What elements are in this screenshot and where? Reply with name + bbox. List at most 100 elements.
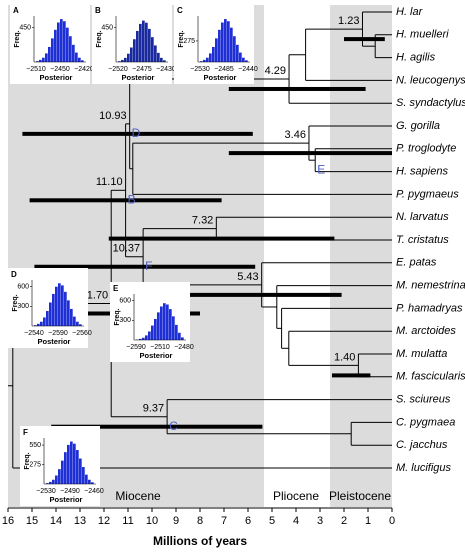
inset-x-tick-label: −2560 (72, 330, 92, 337)
histogram-bar (72, 45, 75, 62)
node-letter: D (132, 126, 141, 140)
histogram-bar (151, 37, 154, 62)
inset-y-tick-label: 300 (119, 317, 131, 324)
confidence-bar (109, 237, 335, 241)
histogram-bar (163, 303, 166, 340)
inset-y-tick-label: 275 (29, 461, 41, 468)
histogram-bar (233, 36, 236, 62)
histogram-bar (61, 461, 64, 484)
taxon-label: N. leucogenys (396, 74, 465, 86)
histogram-bar (52, 480, 55, 484)
inset-x-tick-label: −2510 (26, 66, 46, 73)
taxon-label: S. sciureus (396, 394, 451, 406)
confidence-bar (332, 373, 370, 377)
axis-tick-label: 15 (26, 515, 38, 527)
histogram-bar (61, 285, 64, 326)
inset-y-tick-label: 450 (19, 24, 31, 31)
histogram-bar (64, 452, 67, 484)
inset-x-tick-label: −2520 (108, 66, 128, 73)
node-age: 3.46 (285, 129, 306, 141)
inset-x-tick-label: −2475 (132, 66, 152, 73)
histogram-bar (169, 309, 172, 340)
inset-x-tick-label: −2590 (48, 330, 68, 337)
taxon-label: P. hamadryas (396, 302, 463, 314)
histogram-bar (212, 47, 215, 62)
histogram-bar (224, 19, 227, 62)
taxon-label: G. gorilla (396, 120, 440, 132)
taxon-label: T. cristatus (396, 234, 449, 246)
node-letter: E (317, 162, 325, 176)
histogram-bar (67, 300, 70, 326)
inset-x-label: Posterior (38, 337, 71, 346)
inset-x-label: Posterior (122, 73, 155, 82)
histogram-bar (209, 53, 212, 62)
histogram-bar (52, 294, 55, 326)
taxon-label: C. jacchus (396, 439, 448, 451)
node-age: 1.40 (334, 351, 355, 363)
histogram-bar (178, 333, 181, 340)
axis-tick-label: 3 (317, 515, 323, 527)
histogram-bar (218, 30, 221, 62)
axis-tick-label: 11 (122, 515, 133, 527)
inset-letter: A (13, 6, 19, 15)
axis-tick-label: 13 (74, 515, 86, 527)
histogram-bar (58, 469, 61, 484)
epoch-label: Pleistocene (329, 489, 391, 503)
axis-tick-label: 9 (173, 515, 179, 527)
taxon-label: C. pygmaea (396, 416, 455, 428)
taxon-label: H. sapiens (396, 166, 448, 178)
histogram-bar (236, 45, 239, 62)
histogram-bar (157, 312, 160, 340)
histogram-bar (49, 482, 52, 484)
inset-x-label: Posterior (140, 351, 173, 360)
axis-tick-label: 16 (2, 515, 14, 527)
node-letter: B (128, 192, 136, 206)
histogram-bar (40, 322, 43, 326)
node-letter: C (169, 419, 178, 433)
axis-tick-label: 1 (365, 515, 371, 527)
node-age: 10.37 (113, 243, 141, 255)
histogram-bar (76, 450, 79, 484)
histogram-bar (157, 53, 160, 62)
inset-letter: F (23, 428, 28, 437)
axis-tick-label: 6 (245, 515, 251, 527)
inset-y-label: Freq. (12, 294, 19, 311)
histogram-bar (37, 324, 40, 326)
taxon-label: N. larvatus (396, 211, 449, 223)
axis-tick-label: 5 (269, 515, 275, 527)
axis-title: Millions of years (153, 534, 247, 548)
histogram-bar (78, 58, 81, 62)
axis-tick-label: 7 (221, 515, 227, 527)
histogram-bar (160, 58, 163, 62)
histogram-bar (79, 459, 82, 484)
histogram-bar (239, 53, 242, 62)
inset-y-tick-label: 550 (29, 442, 41, 449)
axis-tick-label: 8 (197, 515, 203, 527)
histogram-bar (121, 60, 124, 62)
histogram-bar (76, 322, 79, 326)
inset-x-label: Posterior (50, 495, 83, 504)
inset-y-label: Freq. (96, 30, 103, 47)
inset-y-label: Freq. (114, 308, 121, 325)
node-age: 4.29 (265, 65, 286, 77)
node-age: 7.32 (192, 215, 213, 227)
histogram-bar (46, 311, 49, 326)
inset-x-tick-label: −2530 (36, 488, 56, 495)
histogram-bar (242, 58, 245, 62)
node-letter: F (145, 259, 152, 273)
inset-y-tick-label: 275 (183, 38, 195, 45)
histogram-bar (63, 21, 66, 62)
node-age: 10.93 (99, 110, 127, 122)
axis-tick-label: 12 (98, 515, 110, 527)
taxon-label: H. muelleri (396, 29, 449, 41)
inset-y-label: Freq. (178, 30, 185, 47)
inset-x-tick-label: −2480 (174, 344, 194, 351)
histogram-bar (221, 23, 224, 62)
histogram-bar (67, 445, 70, 484)
histogram-bar (48, 47, 51, 62)
histogram-bar (215, 38, 218, 62)
histogram-bar (166, 305, 169, 340)
histogram-bar (58, 283, 61, 326)
confidence-bar (229, 87, 366, 91)
